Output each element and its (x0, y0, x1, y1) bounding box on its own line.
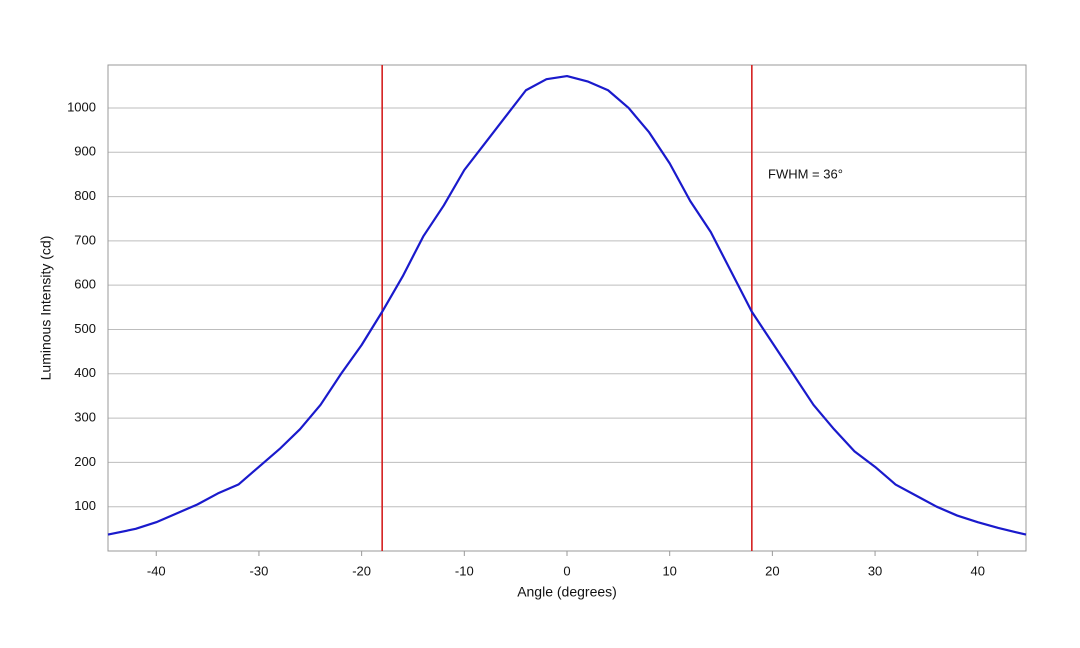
x-tick-label: 30 (868, 563, 882, 578)
x-tick-label: -10 (455, 563, 474, 578)
data-line (107, 74, 1027, 536)
y-tick-label: 400 (74, 365, 96, 380)
annotation: FWHM = 36° (768, 166, 843, 181)
y-tick-label: 200 (74, 454, 96, 469)
y-tick-label: 900 (74, 144, 96, 159)
y-tick-label: 500 (74, 321, 96, 336)
x-tick-label: 10 (662, 563, 676, 578)
y-tick-label: 300 (74, 410, 96, 425)
x-tick-label: 40 (971, 563, 985, 578)
x-tick-label: 20 (765, 563, 779, 578)
x-tick-label: 0 (563, 563, 570, 578)
y-tick-label: 1000 (67, 99, 96, 114)
x-tick-label: -40 (147, 563, 166, 578)
y-tick-label: 600 (74, 277, 96, 292)
x-tick-label: -30 (250, 563, 269, 578)
y-axis-title: Luminous Intensity (cd) (38, 236, 54, 381)
x-axis-title: Angle (degrees) (517, 584, 617, 600)
plot-frame (107, 64, 1027, 552)
y-tick-label: 100 (74, 498, 96, 513)
x-tick-label: -20 (352, 563, 371, 578)
y-tick-label: 700 (74, 232, 96, 247)
y-tick-label: 800 (74, 188, 96, 203)
